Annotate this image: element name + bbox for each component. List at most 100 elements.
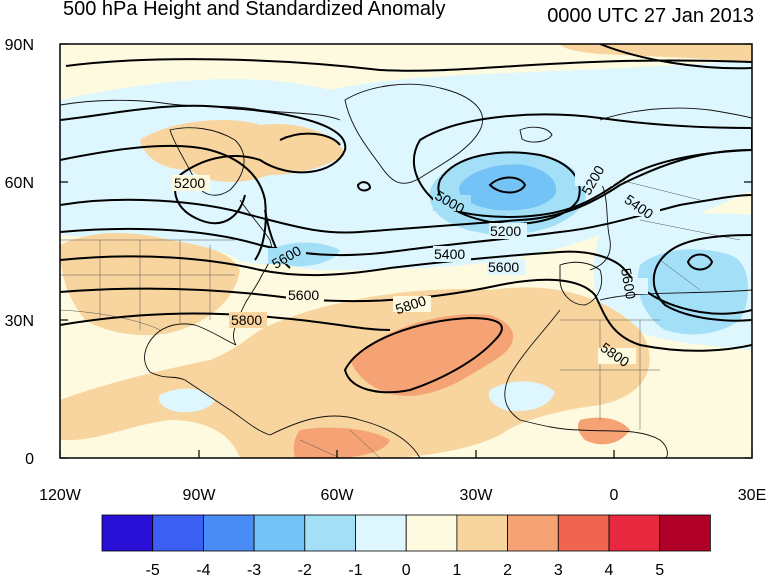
lon-label: 30E [738, 487, 766, 504]
contour-label-bg [622, 200, 660, 216]
colorbar-box [405, 514, 458, 552]
colorbar-box [101, 514, 154, 552]
contour-europe-low [686, 253, 714, 271]
contour-label: 5600 [618, 267, 639, 301]
coastline-africa-west [504, 309, 581, 431]
contour-label: 5600 [488, 259, 519, 275]
colorbar-tick-label: 4 [605, 562, 614, 577]
contour-label-bg [575, 170, 613, 186]
contour-label-bg [487, 259, 525, 275]
contour-label-bg [229, 312, 267, 328]
contour-label: 5600 [288, 287, 319, 303]
map-title: 500 hPa Height and Standardized Anomaly [63, 0, 446, 20]
coastline-iceland [519, 126, 553, 143]
coastline-central-america [184, 379, 271, 436]
contour-label: 5800 [231, 312, 262, 328]
colorbar-tick-label: 0 [402, 562, 411, 577]
contour-west-mid [264, 209, 291, 269]
colorbar-boxes [101, 514, 711, 552]
colorbar-box [304, 514, 356, 552]
coastline-europe-west [589, 179, 611, 271]
contour-label-bg [286, 287, 324, 303]
lon-label: 30W [460, 487, 494, 504]
map-frame [59, 43, 753, 459]
contour-5800 [60, 278, 752, 352]
lat-label: 30N [5, 313, 34, 330]
contour-5000 [599, 44, 752, 70]
colorbar-labels: -5 -4 -3 -2 -1 0 1 2 3 4 5 [146, 562, 665, 577]
lon-label: 60W [321, 487, 355, 504]
lon-label: 120W [39, 487, 82, 504]
colorbar-box [202, 514, 255, 552]
longitude-axis [59, 450, 753, 458]
colorbar: -5 -4 -3 -2 -1 0 1 2 3 4 5 [101, 514, 711, 577]
contour-5600-b [60, 250, 752, 315]
contour-label: 5200 [490, 223, 521, 239]
contour-5800-south [60, 312, 391, 331]
contour-5200-arc [60, 144, 267, 261]
contour-label-bg [598, 348, 636, 364]
lat-label: 0 [25, 451, 34, 468]
coastline-greenland [344, 83, 483, 184]
contour-low-inner [488, 176, 527, 194]
contour-label: 5200 [174, 175, 205, 191]
contour-5200-west [60, 104, 347, 176]
contour-greenland-small [356, 181, 372, 192]
colorbar-box [507, 514, 559, 552]
coastline-hudson-bay [169, 127, 245, 196]
contour-5400-main [60, 149, 752, 234]
borders-africa [560, 319, 660, 430]
colorbar-tick-label: -5 [146, 562, 160, 577]
colorbar-tick-label: -3 [247, 562, 261, 577]
coastline-south-america [269, 415, 421, 458]
colorbar-tick-label: 2 [503, 562, 512, 577]
colorbar-box [355, 514, 407, 552]
coastline-gulf-of-mexico [144, 323, 237, 381]
lat-label: 60N [5, 175, 34, 192]
coastline-mediterranean [599, 289, 752, 301]
contour-low-mid [437, 151, 581, 225]
coastline-europe-north [599, 107, 752, 121]
valid-time: 0000 UTC 27 Jan 2013 [547, 5, 754, 27]
borders-us-states [60, 240, 235, 330]
coastline-iberia [559, 261, 603, 306]
colorbar-tick-label: -1 [348, 562, 362, 577]
colorbar-box [557, 514, 610, 552]
coastline-africa-gulf [579, 429, 668, 458]
colorbar-box [608, 514, 661, 552]
height-contours [60, 44, 752, 394]
colorbar-box [152, 514, 204, 552]
lat-label: 90N [5, 37, 34, 54]
colorbar-box [253, 514, 306, 552]
contour-label-bg [433, 195, 471, 211]
contour-europe-trough [652, 234, 752, 322]
colorbar-box [659, 514, 711, 552]
lon-label: 90W [183, 487, 217, 504]
contour-label-bg [489, 223, 527, 239]
contour-label-bg [433, 246, 471, 262]
contour-5800-closed [343, 316, 503, 394]
map-plot-area: 5200 5600 5600 5800 5800 5000 5200 5400 … [60, 44, 752, 458]
borders-south-america [299, 429, 381, 458]
colorbar-tick-label: -2 [298, 562, 312, 577]
longitude-labels: 120W 90W 60W 30W 0 30E [39, 487, 766, 504]
coastlines [60, 83, 752, 458]
colorbar-tick-label: 5 [655, 562, 664, 577]
colorbar-tick-label: 3 [554, 562, 563, 577]
colorbar-box [456, 514, 508, 552]
contour-label-bg [610, 278, 648, 294]
contour-top-arc [65, 58, 752, 72]
latitude-labels: 90N 60N 30N 0 [5, 37, 34, 468]
contour-label-bg [172, 175, 210, 191]
colorbar-tick-label: 1 [452, 562, 461, 577]
colorbar-tick-label: -4 [196, 562, 210, 577]
contour-label-bg [393, 296, 431, 312]
contour-label-bg [268, 248, 306, 264]
negative-anomaly-caribbean [158, 388, 215, 413]
lon-label: 0 [610, 487, 619, 504]
positive-anomaly-sa-core [293, 427, 390, 458]
latitude-axis [60, 43, 752, 459]
negative-anomaly-greenland-core [459, 164, 557, 211]
positive-anomaly-arctic [560, 44, 752, 62]
contour-label: 5400 [434, 246, 465, 262]
